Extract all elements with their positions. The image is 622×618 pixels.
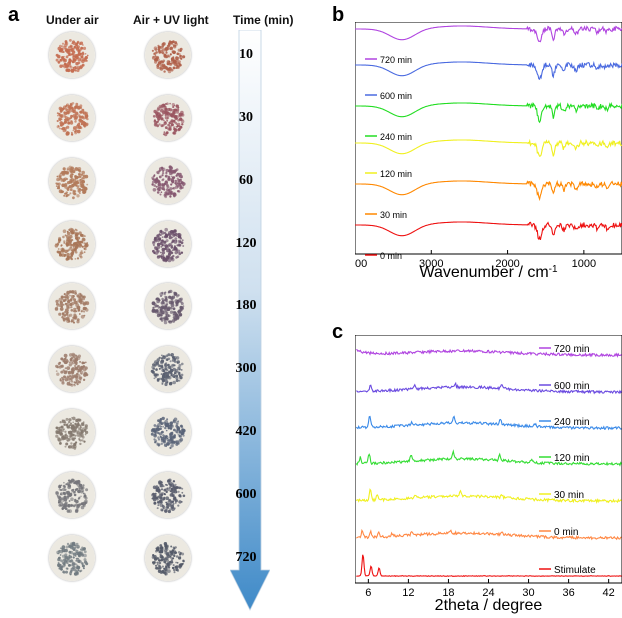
legend-label: 30 min [554, 490, 584, 501]
legend-label: 720 min [554, 344, 590, 355]
uv-sample [145, 472, 191, 518]
x-tick-label: 3000 [419, 258, 443, 270]
under-air-header: Under air [46, 13, 99, 27]
legend-label: 240 min [554, 417, 590, 428]
under-air-sample [49, 346, 95, 392]
x-tick-label: 4000 [355, 258, 367, 270]
ftir-chart: 4000 3000 2000 1000 Wavenumber / cm-1 720 min… [355, 22, 622, 282]
x-tick-label: 12 [402, 587, 414, 599]
series-line [355, 179, 622, 202]
series-line [355, 60, 622, 80]
x-tick-label: 36 [562, 587, 574, 599]
x-tick-label: 42 [603, 587, 615, 599]
uv-sample [145, 283, 191, 329]
time-label: 120 [235, 236, 257, 251]
uv-sample [145, 95, 191, 141]
series-line [355, 25, 622, 43]
x-tick-label: 1000 [572, 258, 596, 270]
plot-frame [355, 22, 622, 255]
panel-c-letter: c [332, 321, 344, 343]
time-label: 60 [239, 173, 253, 188]
under-air-sample [49, 221, 95, 267]
under-air-sample [49, 158, 95, 204]
series-line [355, 488, 622, 504]
under-air-sample [49, 95, 95, 141]
under-air-sample [49, 32, 95, 78]
legend-label: 0 min [380, 251, 402, 261]
time-label: 180 [235, 298, 257, 313]
time-label: 420 [235, 424, 257, 439]
x-axis-label: Wavenumber / cm-1 [419, 264, 558, 282]
legend-label: 120 min [380, 169, 412, 179]
uv-sample [145, 221, 191, 267]
uv-sample [145, 346, 191, 392]
x-tick-label: 2000 [495, 258, 519, 270]
series-line [355, 221, 622, 241]
x-tick-label: 30 [522, 587, 534, 599]
time-label: 30 [239, 110, 253, 125]
x-tick-label: 6 [365, 587, 371, 599]
series-line [355, 415, 622, 431]
legend-label: 600 min [554, 381, 590, 392]
series-line [356, 381, 622, 395]
air-uv-header: Air + UV light [133, 13, 209, 27]
series-line [355, 449, 622, 467]
legend-label: 30 min [380, 210, 407, 220]
panel-a-letter: a [8, 4, 20, 26]
under-air-sample [49, 535, 95, 581]
x-tick-label: 24 [482, 587, 494, 599]
uv-sample [145, 32, 191, 78]
x-tick-label: 18 [442, 587, 454, 599]
time-label: 300 [235, 361, 257, 376]
pxrd-chart: 6 12 18 24 30 36 42 2theta / degree 720 min 600 m… [355, 335, 622, 614]
series-line [355, 138, 622, 157]
time-label: 720 [235, 550, 257, 565]
legend-label: 240 min [380, 132, 412, 142]
time-header: Time (min) [233, 13, 294, 27]
under-air-sample [49, 283, 95, 329]
uv-sample [145, 535, 191, 581]
series-line [356, 554, 622, 577]
legend-label: 0 min [554, 527, 578, 538]
under-air-sample [49, 409, 95, 455]
time-label: 10 [239, 47, 253, 62]
uv-sample [145, 158, 191, 204]
x-axis-label: 2theta / degree [435, 597, 543, 614]
legend-label: 600 min [380, 91, 412, 101]
legend-label: Stimulate [554, 565, 596, 576]
legend-label: 120 min [554, 453, 590, 464]
series-line [356, 528, 622, 541]
panel-b-letter: b [332, 4, 345, 26]
series-line [356, 348, 622, 358]
legend-label: 720 min [380, 55, 412, 65]
time-label: 600 [235, 487, 257, 502]
uv-sample [145, 409, 191, 455]
under-air-sample [49, 472, 95, 518]
time-arrow [230, 30, 270, 611]
series-line [355, 101, 622, 124]
